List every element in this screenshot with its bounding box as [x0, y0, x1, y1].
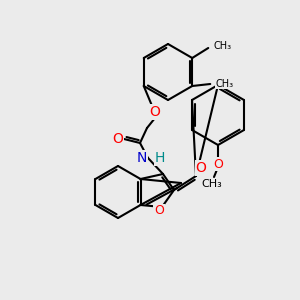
Text: O: O — [196, 161, 206, 175]
Text: CH₃: CH₃ — [213, 41, 231, 51]
Text: O: O — [150, 105, 160, 119]
Text: H: H — [155, 151, 165, 165]
Text: O: O — [154, 205, 164, 218]
Text: CH₃: CH₃ — [202, 179, 222, 189]
Text: O: O — [112, 132, 123, 146]
Text: N: N — [136, 151, 147, 165]
Text: O: O — [213, 158, 223, 170]
Text: CH₃: CH₃ — [215, 79, 233, 89]
